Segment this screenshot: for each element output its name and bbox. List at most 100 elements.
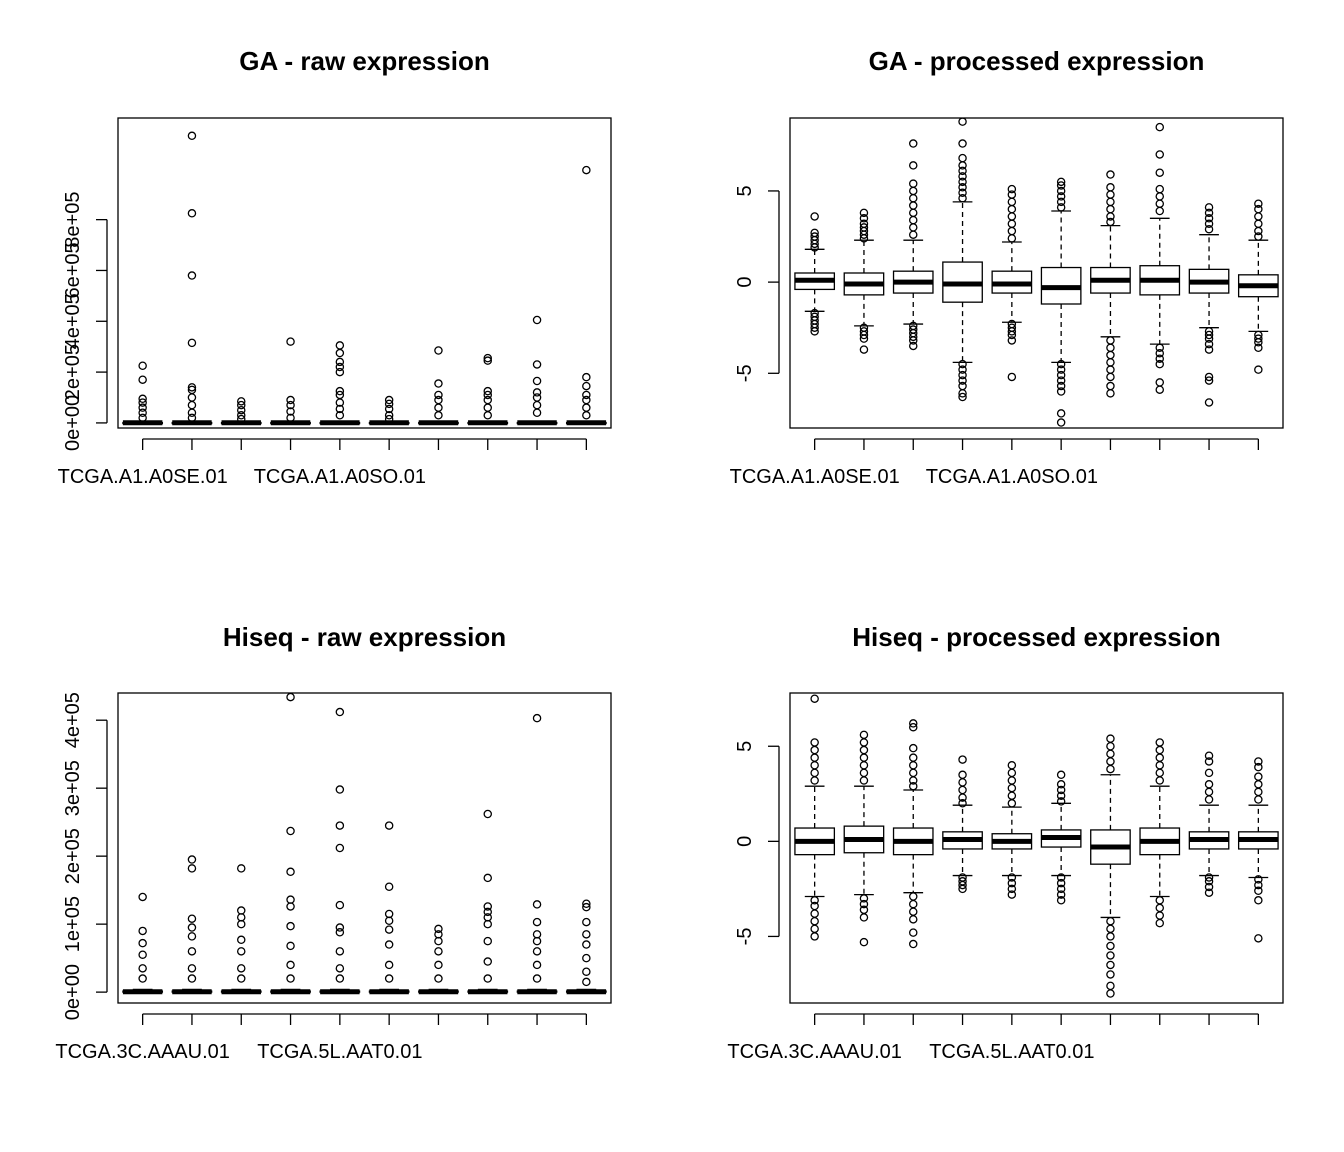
plot-frame [117, 692, 612, 1004]
outlier-point [1106, 941, 1115, 951]
hiseq-processed-panel: Hiseq - processed expression -5 0 5 TCGA.3C.… [727, 622, 1284, 1063]
outlier-point [1007, 791, 1017, 800]
outlier-point [532, 360, 542, 369]
outlier-point [958, 376, 967, 385]
outlier-point [958, 778, 967, 787]
outlier-point [1155, 903, 1165, 913]
box-3 [220, 864, 262, 995]
outlier-point [384, 395, 394, 405]
outlier-point [434, 960, 443, 970]
outlier-point [1204, 757, 1214, 766]
outlier-point [909, 161, 918, 170]
outlier-point [335, 404, 345, 414]
boxes-layer [122, 693, 607, 995]
outlier-point [384, 821, 394, 830]
box-4 [270, 693, 311, 995]
box-5 [991, 184, 1033, 382]
outlier-point [434, 947, 443, 956]
outlier-point [236, 947, 246, 956]
outlier-point [582, 390, 591, 400]
outlier-point [810, 896, 819, 905]
plot-frame [117, 117, 612, 429]
outlier-point [335, 964, 345, 973]
outlier-point [1155, 122, 1165, 132]
outlier-point [187, 383, 197, 392]
outlier-point [286, 902, 295, 911]
outlier-point [1254, 787, 1263, 797]
outlier-point [958, 770, 967, 780]
outlier-point [483, 913, 492, 922]
outlier-point [1056, 381, 1066, 391]
outlier-point [1155, 776, 1165, 785]
outlier-point [384, 960, 394, 970]
box-9 [1188, 751, 1230, 897]
outlier-point [138, 413, 147, 423]
outlier-point [859, 208, 869, 218]
outlier-point [1155, 918, 1165, 928]
outlier-point [1106, 381, 1115, 391]
box-3 [220, 397, 262, 426]
outlier-point [532, 947, 542, 956]
outlier-point [1007, 878, 1017, 888]
outlier-point [384, 940, 394, 949]
outlier-point [1254, 780, 1263, 789]
outlier-point [1056, 896, 1066, 905]
outlier-point [810, 323, 819, 332]
outlier-point [532, 974, 542, 983]
outlier-point [532, 900, 542, 909]
outlier-point [1155, 768, 1165, 778]
outlier-point [909, 201, 918, 210]
outlier-point [335, 900, 345, 910]
outlier-point [859, 761, 869, 770]
outlier-point [1254, 934, 1263, 943]
outlier-point [1204, 877, 1214, 886]
outlier-point [187, 271, 197, 280]
box-10 [1237, 757, 1279, 943]
outlier-point [1204, 787, 1214, 797]
outlier-point [483, 902, 492, 911]
outlier-point [582, 403, 591, 412]
y-tick-label: 0e+00 [62, 395, 84, 451]
outlier-point [483, 411, 492, 420]
outlier-point [187, 932, 197, 941]
box-6 [368, 821, 410, 995]
outlier-point [1056, 197, 1066, 207]
outlier-point [335, 341, 345, 350]
outlier-point [236, 405, 246, 415]
outlier-point [1056, 387, 1066, 396]
outlier-point [187, 923, 197, 932]
outlier-point [532, 315, 542, 325]
outlier-point [483, 386, 492, 396]
outlier-point [859, 730, 869, 740]
outlier-point [810, 212, 819, 221]
outlier-point [1155, 354, 1165, 363]
outlier-point [1007, 336, 1017, 345]
outlier-point [1056, 376, 1066, 385]
outlier-point [909, 208, 918, 218]
outlier-point [958, 153, 967, 163]
outlier-point [1106, 932, 1115, 941]
outlier-point [1204, 376, 1214, 385]
outlier-point [1204, 398, 1214, 407]
outlier-point [1056, 418, 1066, 427]
outlier-point [483, 390, 492, 400]
outlier-point [958, 177, 967, 187]
outlier-point [187, 914, 197, 923]
outlier-point [434, 411, 443, 420]
outlier-point [434, 403, 443, 412]
outlier-point [138, 964, 147, 973]
outlier-point [958, 139, 967, 148]
outlier-point [483, 353, 492, 363]
outlier-point [335, 367, 345, 377]
outlier-point [859, 345, 869, 354]
outlier-point [1155, 184, 1165, 194]
x-axis: TCGA.3C.AAAU.01 TCGA.5L.AAT0.01 [55, 1013, 587, 1063]
outlier-point [187, 413, 197, 423]
box-7 [1090, 734, 1131, 998]
outlier-point [532, 393, 542, 402]
outlier-point [958, 365, 967, 374]
box-8 [467, 353, 509, 426]
outlier-point [1056, 785, 1066, 795]
outlier-point [236, 864, 246, 873]
